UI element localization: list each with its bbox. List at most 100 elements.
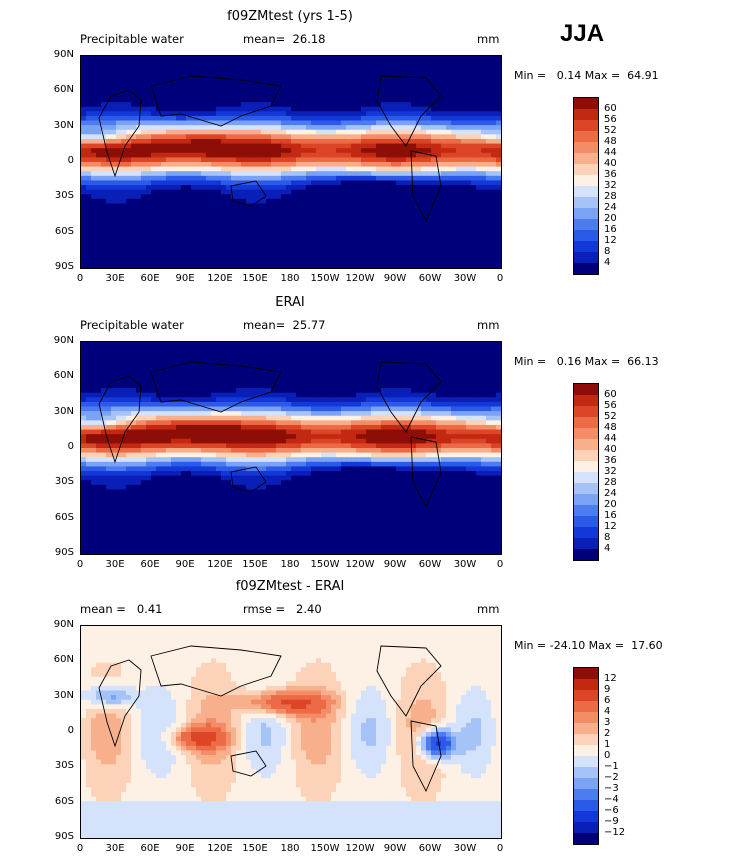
map-cell bbox=[146, 120, 152, 126]
map-cell bbox=[426, 56, 432, 62]
map-cell bbox=[166, 231, 172, 237]
map-cell bbox=[491, 162, 497, 168]
map-cell bbox=[446, 162, 452, 168]
map-cell bbox=[496, 166, 501, 172]
map-cell bbox=[316, 189, 322, 195]
map-cell bbox=[81, 355, 87, 362]
map-cell bbox=[131, 143, 137, 149]
map-cell bbox=[236, 194, 242, 200]
map-cell bbox=[131, 97, 137, 103]
map-cell bbox=[451, 226, 457, 232]
map-cell bbox=[376, 231, 382, 237]
map-cell bbox=[491, 360, 497, 366]
map-cell bbox=[356, 226, 362, 232]
map-cell bbox=[406, 249, 412, 255]
map-cell bbox=[406, 194, 412, 200]
map-cell bbox=[301, 162, 307, 168]
map-cell bbox=[271, 129, 277, 135]
map-cell bbox=[251, 240, 257, 246]
map-cell bbox=[451, 369, 457, 375]
map-cell bbox=[196, 143, 202, 149]
map-cell bbox=[391, 60, 397, 66]
map-cell bbox=[121, 162, 127, 168]
map-cell bbox=[436, 254, 442, 260]
map-cell bbox=[161, 134, 167, 140]
map-cell bbox=[141, 65, 147, 71]
map-cell bbox=[301, 258, 307, 264]
map-cell bbox=[396, 143, 402, 149]
map-cell bbox=[456, 355, 462, 362]
map-cell bbox=[486, 79, 492, 85]
map-cell bbox=[496, 212, 501, 218]
colorbar-segment bbox=[574, 153, 598, 164]
map-cell bbox=[436, 203, 442, 209]
map-cell bbox=[431, 65, 437, 71]
map-cell bbox=[376, 244, 382, 251]
map-cell bbox=[146, 102, 152, 108]
map-cell bbox=[351, 217, 357, 223]
map-cell bbox=[486, 189, 492, 195]
map-cell bbox=[236, 240, 242, 246]
map-cell bbox=[356, 240, 362, 246]
map-cell bbox=[216, 198, 222, 205]
map-cell bbox=[131, 92, 137, 99]
map-cell bbox=[301, 355, 307, 362]
map-cell bbox=[111, 134, 117, 140]
map-cell bbox=[261, 56, 267, 62]
map-cell bbox=[366, 102, 372, 108]
map-cell bbox=[211, 157, 217, 163]
map-cell bbox=[241, 56, 247, 62]
map-cell bbox=[336, 374, 342, 380]
map-cell bbox=[406, 120, 412, 126]
map-cell bbox=[276, 115, 282, 122]
map-cell bbox=[186, 74, 192, 80]
map-cell bbox=[426, 106, 432, 112]
map-cell bbox=[236, 56, 242, 62]
map-cell bbox=[246, 231, 252, 237]
map-cell bbox=[241, 397, 247, 403]
map-cell bbox=[351, 378, 357, 385]
map-cell bbox=[456, 392, 462, 398]
map-cell bbox=[136, 65, 142, 71]
map-cell bbox=[441, 198, 447, 205]
map-cell bbox=[266, 74, 272, 80]
map-cell bbox=[221, 171, 227, 177]
map-cell bbox=[396, 369, 402, 375]
map-cell bbox=[281, 102, 287, 108]
map-cell bbox=[371, 212, 377, 218]
map-cell bbox=[121, 185, 127, 191]
map-cell bbox=[491, 235, 497, 241]
map-cell bbox=[476, 254, 482, 260]
map-cell bbox=[446, 212, 452, 218]
map-cell bbox=[386, 162, 392, 168]
map-cell bbox=[456, 378, 462, 385]
map-cell bbox=[351, 221, 357, 228]
map-cell bbox=[496, 235, 501, 241]
map-cell bbox=[236, 148, 242, 154]
map-cell bbox=[421, 383, 427, 389]
map-cell bbox=[431, 175, 437, 182]
map-cell bbox=[371, 189, 377, 195]
map-cell bbox=[186, 65, 192, 71]
map-cell bbox=[81, 189, 87, 195]
colorbar-level-label: 12 bbox=[604, 235, 617, 246]
map-cell bbox=[486, 240, 492, 246]
map-cell bbox=[221, 355, 227, 362]
map-cell bbox=[306, 152, 312, 158]
map-cell bbox=[361, 392, 367, 398]
map-cell bbox=[196, 231, 202, 237]
map-cell bbox=[441, 374, 447, 380]
map-cell bbox=[221, 175, 227, 182]
map-cell bbox=[116, 203, 122, 209]
map-cell bbox=[306, 74, 312, 80]
map-cell bbox=[116, 115, 122, 122]
map-cell bbox=[236, 217, 242, 223]
map-cell bbox=[366, 346, 372, 352]
map-cell bbox=[86, 83, 92, 89]
map-cell bbox=[276, 56, 282, 62]
map-cell bbox=[356, 355, 362, 362]
map-cell bbox=[411, 244, 417, 251]
map-cell bbox=[161, 263, 167, 268]
map-cell bbox=[121, 194, 127, 200]
map-cell bbox=[241, 263, 247, 268]
